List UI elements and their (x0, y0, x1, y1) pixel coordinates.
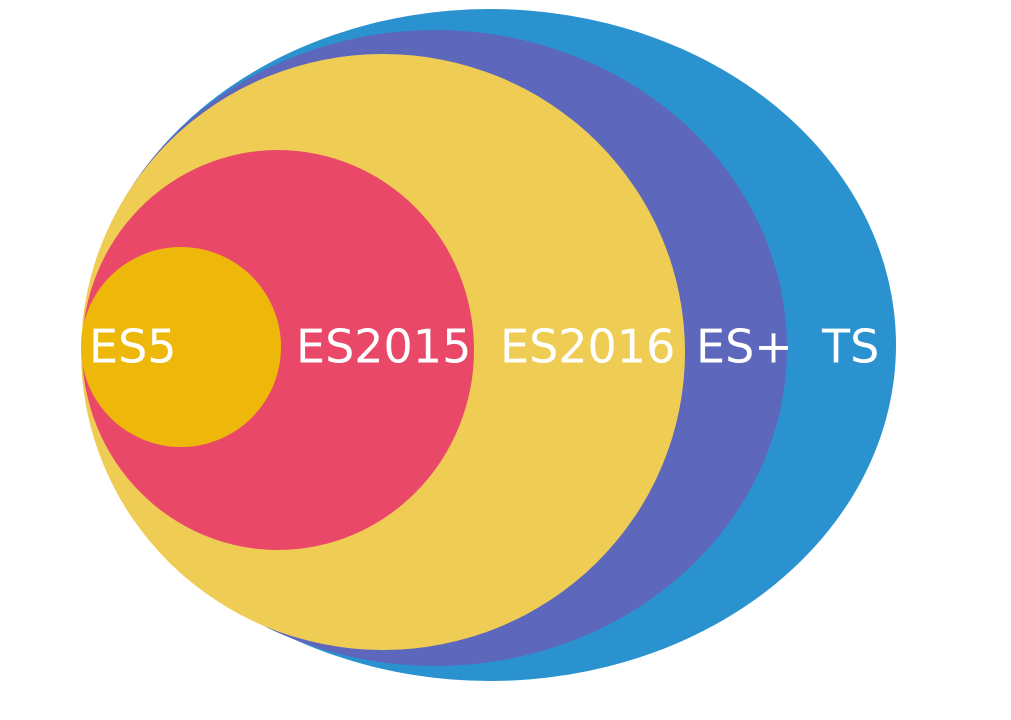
label-ts: TS (821, 320, 879, 374)
set-es5 (81, 247, 281, 447)
label-es2016: ES2016 (500, 320, 675, 374)
label-es5: ES5 (89, 320, 177, 374)
label-es2015: ES2015 (296, 320, 471, 374)
label-es-plus: ES+ (696, 320, 793, 374)
